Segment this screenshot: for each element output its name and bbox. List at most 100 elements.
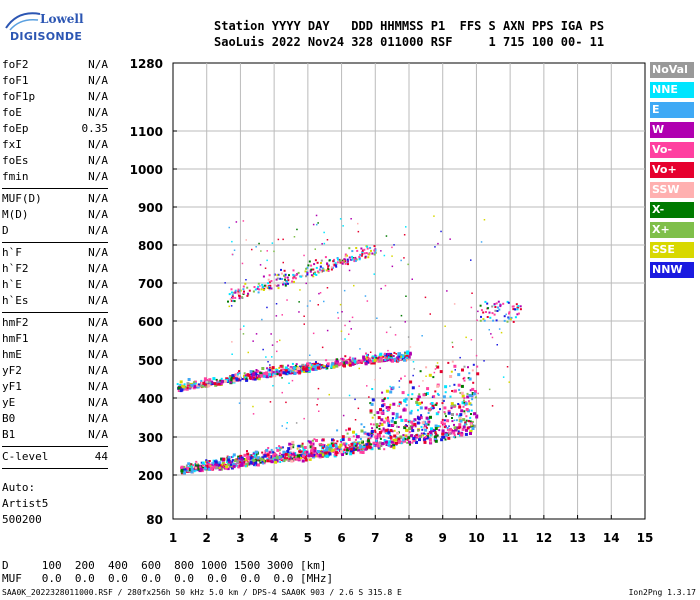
echo-point (354, 259, 357, 262)
echo-point (280, 458, 283, 460)
echo-point (368, 445, 372, 449)
echo-point (208, 467, 212, 471)
echo-point (439, 370, 443, 374)
echo-point (201, 464, 204, 467)
echo-point (316, 453, 319, 455)
echo-point (190, 465, 193, 468)
echo-point (326, 367, 329, 370)
param-row: foF2 N/A (2, 58, 108, 74)
echo-point (382, 427, 385, 430)
echo-point (468, 377, 472, 381)
echo-point (488, 329, 490, 331)
legend-item-e: E (650, 102, 694, 118)
echo-point (341, 262, 344, 265)
echo-point (348, 394, 351, 397)
echo-point (429, 441, 432, 444)
echo-point (238, 297, 241, 300)
echo-point (358, 255, 361, 258)
echo-point (242, 333, 245, 335)
echo-point (467, 400, 470, 403)
echo-point (250, 373, 252, 376)
echo-point (420, 414, 423, 417)
echo-point (286, 422, 288, 424)
echo-point (386, 358, 389, 362)
echo-point (368, 396, 370, 398)
echo-point (315, 266, 318, 269)
echo-point (280, 456, 283, 459)
echo-point (252, 340, 254, 342)
echo-point (320, 365, 323, 368)
echo-point (457, 383, 461, 387)
echo-point (348, 363, 352, 367)
echo-point (238, 402, 241, 404)
echo-point (465, 404, 467, 406)
echo-point (394, 357, 397, 360)
echo-point (321, 243, 323, 245)
echo-point (343, 364, 346, 368)
echo-point (255, 246, 257, 248)
echo-point (299, 449, 302, 451)
echo-point (259, 461, 262, 464)
echo-point (314, 271, 317, 274)
echo-point (212, 465, 216, 469)
echo-point (374, 435, 378, 439)
echo-point (358, 444, 362, 448)
echo-point (439, 408, 441, 411)
echo-point (386, 416, 389, 419)
echo-point (482, 311, 485, 314)
echo-point (300, 366, 303, 369)
echo-point (483, 360, 485, 362)
echo-point (195, 462, 198, 465)
echo-point (474, 396, 477, 399)
echo-point (185, 468, 188, 471)
echo-point (399, 353, 403, 357)
legend-item-sse: SSE (650, 242, 694, 258)
echo-point (466, 426, 470, 430)
echo-point (205, 464, 209, 468)
echo-point (354, 357, 357, 360)
echo-point (323, 242, 326, 245)
echo-point (376, 411, 380, 415)
echo-point (506, 320, 509, 323)
echo-point (286, 299, 288, 301)
echo-point (295, 367, 298, 370)
echo-point (459, 413, 463, 417)
echo-point (402, 434, 405, 437)
echo-point (418, 385, 420, 387)
echo-point (337, 258, 339, 261)
echo-point (256, 376, 258, 379)
echo-point (460, 433, 464, 437)
autoscaling-info: Auto: Artist5 500200 (2, 480, 48, 528)
echo-point (240, 461, 243, 465)
echo-point (291, 440, 295, 444)
echo-point (370, 447, 374, 451)
echo-point (374, 429, 377, 432)
echo-point (282, 238, 284, 241)
echo-point (305, 282, 307, 285)
echo-point (280, 268, 282, 271)
x-tick-label: 2 (203, 531, 211, 545)
echo-point (384, 417, 387, 420)
echo-point (257, 285, 260, 288)
echo-point (206, 461, 209, 464)
echo-point (252, 463, 255, 466)
echo-point (437, 425, 440, 428)
echo-point (333, 258, 335, 261)
echo-point (253, 286, 256, 288)
echo-point (468, 426, 471, 429)
echo-point (309, 270, 312, 273)
param-row: h`F2 N/A (2, 262, 108, 278)
echo-point (336, 261, 339, 264)
echo-point (242, 285, 245, 288)
echo-point (373, 414, 376, 416)
echo-point (253, 377, 257, 381)
echo-point (242, 292, 245, 295)
echo-point (344, 253, 347, 256)
echo-point (355, 247, 358, 249)
echo-point (378, 427, 381, 430)
echo-point (284, 284, 287, 287)
legend-item-vo: Vo- (650, 142, 694, 158)
echo-point (231, 459, 234, 462)
echo-point (228, 461, 231, 464)
echo-point (281, 446, 284, 449)
